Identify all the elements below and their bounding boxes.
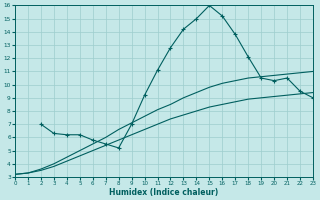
X-axis label: Humidex (Indice chaleur): Humidex (Indice chaleur) [109,188,219,197]
